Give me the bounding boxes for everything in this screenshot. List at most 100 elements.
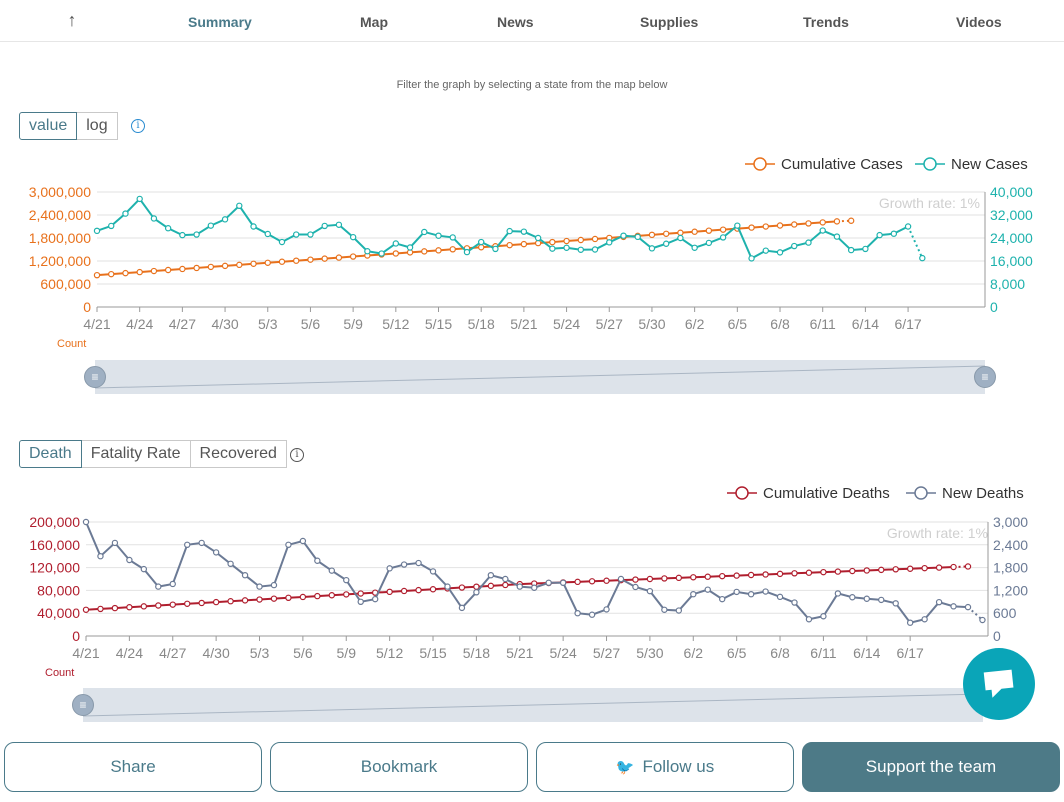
- share-button[interactable]: Share: [4, 742, 262, 792]
- data-point: [734, 222, 741, 229]
- data-point: [762, 247, 769, 254]
- tab-supplies[interactable]: Supplies: [640, 14, 699, 30]
- data-point: [890, 230, 898, 237]
- y-left-tick-label: 600,000: [40, 276, 91, 292]
- data-point: [591, 235, 599, 243]
- data-point: [155, 583, 162, 590]
- x-tick-label: 6/14: [852, 316, 879, 332]
- x-tick-label: 5/15: [419, 645, 446, 661]
- x-tick-label: 5/3: [258, 316, 278, 332]
- x-tick-label: 6/17: [894, 316, 921, 332]
- bookmark-button[interactable]: Bookmark: [270, 742, 528, 792]
- y-right-tick-label: 0: [993, 628, 1001, 644]
- x-tick-label: 5/21: [510, 316, 537, 332]
- data-point: [241, 597, 249, 604]
- data-point: [477, 238, 485, 246]
- data-point: [847, 217, 855, 224]
- data-point: [559, 579, 567, 587]
- data-point: [950, 563, 957, 571]
- bottom-action-bar: Share Bookmark 🐦 Follow us Support the te…: [0, 742, 1064, 794]
- tab-news[interactable]: News: [497, 14, 534, 30]
- growth-rate-label: Growth rate: 1%: [879, 195, 980, 211]
- data-point: [164, 225, 172, 232]
- x-tick-label: 6/5: [727, 645, 747, 661]
- data-point: [646, 587, 654, 595]
- data-point: [892, 566, 899, 573]
- data-point: [662, 240, 670, 247]
- y-right-tick-label: 8,000: [990, 276, 1025, 292]
- tab-videos[interactable]: Videos: [956, 14, 1002, 30]
- data-point: [964, 563, 972, 570]
- data-point: [150, 267, 158, 275]
- tab-trends[interactable]: Trends: [803, 14, 849, 30]
- data-point: [221, 262, 229, 270]
- info-icon[interactable]: i: [290, 448, 304, 462]
- tab-summary[interactable]: Summary: [188, 14, 252, 30]
- data-point: [776, 249, 784, 256]
- data-point: [690, 590, 697, 598]
- slider-left-handle[interactable]: ≡: [72, 694, 94, 716]
- legend-swatch-marker: [914, 486, 928, 500]
- follow-us-button[interactable]: 🐦 Follow us: [536, 742, 794, 792]
- y-left-tick-label: 120,000: [29, 560, 80, 576]
- x-tick-label: 5/9: [337, 645, 357, 661]
- data-point: [473, 589, 480, 596]
- data-point: [704, 573, 711, 580]
- slider-right-handle[interactable]: ≡: [974, 366, 996, 388]
- x-tick-label: 5/15: [425, 316, 452, 332]
- data-point: [776, 222, 784, 229]
- data-point: [591, 246, 599, 253]
- recovered-toggle-button[interactable]: Recovered: [189, 440, 287, 468]
- data-point: [705, 239, 713, 247]
- data-point: [819, 227, 826, 234]
- data-point: [236, 202, 243, 210]
- y-right-tick-label: 0: [990, 299, 998, 315]
- support-the-team-button[interactable]: Support the team: [802, 742, 1060, 792]
- y-right-tick-label: 600: [993, 605, 1017, 621]
- x-tick-label: 6/11: [810, 645, 836, 661]
- chat-button[interactable]: [963, 648, 1035, 720]
- data-point: [833, 218, 841, 225]
- data-point: [184, 600, 191, 607]
- cases-range-slider[interactable]: [95, 360, 985, 394]
- data-point: [198, 539, 205, 547]
- data-point: [415, 586, 422, 594]
- data-point: [343, 576, 350, 584]
- data-point: [620, 232, 627, 239]
- deaths-range-slider[interactable]: [83, 688, 983, 722]
- y-left-tick-label: 0: [83, 299, 91, 315]
- data-point: [892, 600, 899, 607]
- death-toggle-button[interactable]: Death: [19, 440, 82, 468]
- slider-left-handle[interactable]: ≡: [84, 366, 106, 388]
- fatality-rate-toggle-button[interactable]: Fatality Rate: [80, 440, 191, 468]
- data-point: [126, 604, 133, 611]
- data-point: [357, 598, 364, 606]
- value-toggle-button[interactable]: value: [19, 112, 78, 140]
- data-point: [82, 518, 90, 526]
- data-point: [449, 234, 456, 241]
- data-point: [126, 556, 133, 564]
- y-left-tick-label: 1,200,000: [29, 253, 91, 269]
- x-tick-label: 6/14: [853, 645, 880, 661]
- data-point: [278, 258, 286, 265]
- arrow-up-icon[interactable]: ↑: [67, 10, 77, 30]
- y-left-tick-label: 2,400,000: [29, 207, 91, 223]
- data-point: [762, 588, 769, 595]
- data-point: [805, 616, 813, 623]
- info-icon[interactable]: i: [131, 119, 145, 133]
- data-point: [748, 255, 755, 262]
- log-toggle-button[interactable]: log: [76, 112, 118, 140]
- data-point: [400, 561, 408, 568]
- data-point: [256, 583, 263, 590]
- data-point: [549, 245, 556, 252]
- x-tick-label: 5/24: [550, 645, 577, 661]
- data-point: [328, 592, 336, 599]
- legend-label: Cumulative Deaths: [763, 485, 890, 502]
- data-point: [293, 257, 300, 264]
- data-point: [429, 568, 437, 575]
- tab-map[interactable]: Map: [360, 14, 388, 30]
- y-left-tick-label: 1,800,000: [29, 230, 91, 246]
- data-point: [392, 250, 400, 257]
- data-point: [108, 222, 115, 230]
- data-point: [212, 549, 220, 556]
